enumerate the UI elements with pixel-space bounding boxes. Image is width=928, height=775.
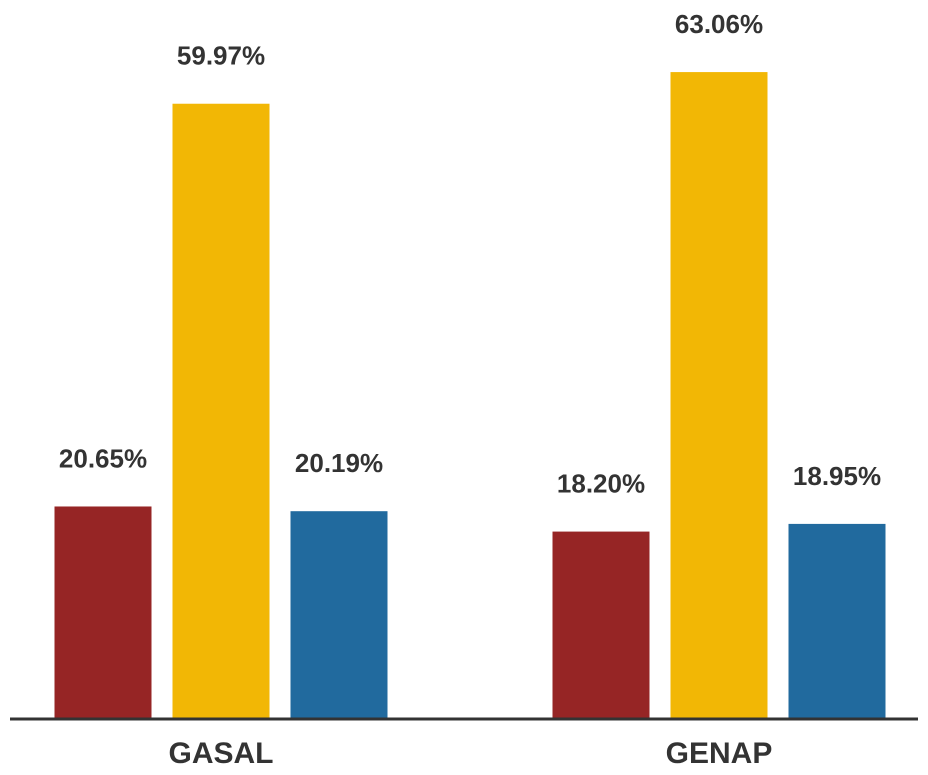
x-tick-label: GENAP [666, 737, 773, 770]
value-label: 20.19% [295, 448, 383, 478]
bar [290, 511, 388, 718]
value-label: 63.06% [675, 9, 763, 39]
value-label: 59.97% [177, 41, 265, 71]
value-label: 18.95% [793, 461, 881, 491]
x-tick-label: GASAL [169, 737, 274, 770]
bar [670, 72, 768, 718]
bar [54, 506, 152, 718]
value-label: 18.20% [557, 468, 645, 498]
bar [788, 523, 886, 718]
value-label: 20.65% [59, 443, 147, 473]
bar [172, 103, 270, 719]
bar [552, 531, 650, 718]
